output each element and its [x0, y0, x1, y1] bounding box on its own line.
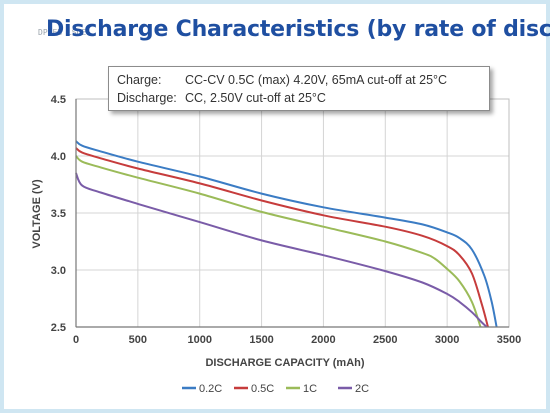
x-tick-label: 3000 [435, 334, 459, 346]
test-conditions-box: Charge: CC-CV 0.5C (max) 4.20V, 65mA cut-… [108, 66, 490, 111]
tick-labels: 0 500 1000 1500 2000 2500 3000 3500 2.5 3.0 3.5 4.0… [51, 94, 522, 346]
y-tick-label: 3.5 [51, 208, 66, 220]
series-line-1c [75, 155, 482, 328]
x-tick-label: 3500 [497, 334, 521, 346]
y-axis-label: VOLTAGE (V) [31, 179, 43, 249]
series-line-0-2c [75, 140, 498, 328]
x-axis-label: DISCHARGE CAPACITY (mAh) [205, 357, 364, 369]
x-tick-label: 2500 [373, 334, 397, 346]
x-tick-label: 1000 [187, 334, 211, 346]
series-line-2c [75, 172, 488, 328]
condition-label: Charge: [117, 73, 162, 87]
y-tick-label: 3.0 [51, 265, 66, 277]
y-tick-label: 2.5 [51, 322, 66, 334]
y-tick-label: 4.5 [51, 94, 66, 106]
condition-text: CC, 2.50V cut-off at 25°C [185, 91, 326, 105]
condition-row-charge: Charge: CC-CV 0.5C (max) 4.20V, 65mA cut-… [117, 71, 489, 89]
condition-row-discharge: Discharge: CC, 2.50V cut-off at 25°C [117, 89, 489, 107]
x-tick-label: 500 [129, 334, 147, 346]
condition-label: Discharge: [117, 91, 177, 105]
x-tick-label: 2000 [311, 334, 335, 346]
legend-entry: 0.5C [251, 383, 274, 395]
series-line-0-5c [75, 147, 489, 328]
x-tick-label: 1500 [249, 334, 273, 346]
condition-text: CC-CV 0.5C (max) 4.20V, 65mA cut-off at … [185, 73, 448, 87]
y-tick-label: 4.0 [51, 151, 66, 163]
legend-entry: 0.2C [199, 383, 222, 395]
legend-entry: 1C [303, 383, 317, 395]
legend: 0.2C 0.5C 1C 2C [182, 383, 369, 395]
x-tick-label: 0 [73, 334, 79, 346]
legend-entry: 2C [355, 383, 369, 395]
chart-title: Discharge Characteristics (by rate of di… [46, 17, 550, 42]
series-lines [75, 140, 498, 328]
watermark: DPSEB LSCE [38, 28, 87, 37]
